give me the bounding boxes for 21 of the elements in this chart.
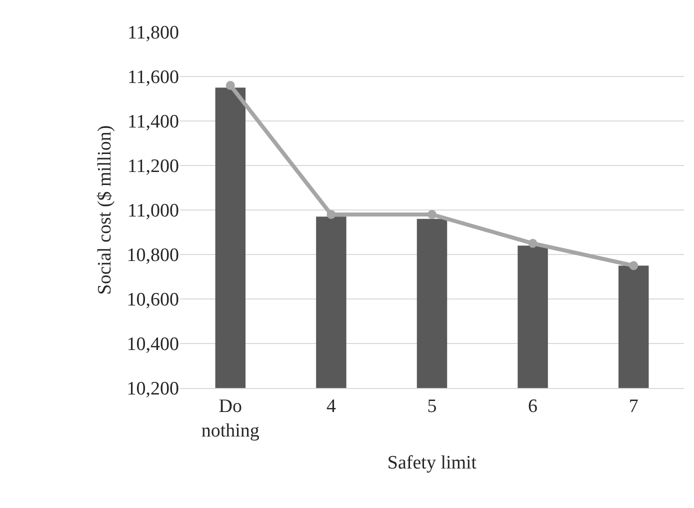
x-tick-label: 7 bbox=[628, 396, 638, 417]
y-tick-label: 10,600 bbox=[126, 290, 179, 311]
x-tick-label: 5 bbox=[427, 396, 437, 417]
x-tick-label: Do nothing bbox=[201, 396, 260, 442]
point bbox=[428, 210, 436, 219]
x-tick-label: 4 bbox=[326, 396, 336, 417]
y-tick-label: 11,000 bbox=[127, 200, 179, 222]
y-tick-label: 10,800 bbox=[126, 245, 179, 266]
point bbox=[326, 210, 336, 219]
y-tick-label: 10,400 bbox=[126, 334, 179, 356]
y-tick-label: 10,200 bbox=[126, 378, 179, 400]
point bbox=[629, 261, 638, 270]
point bbox=[226, 80, 235, 90]
point bbox=[528, 238, 538, 248]
y-tick-label: 11,600 bbox=[127, 67, 179, 88]
y-tick-label: 11,200 bbox=[127, 156, 179, 178]
x-axis-title: Safety limit bbox=[387, 452, 478, 474]
x-tick-label: 6 bbox=[528, 396, 538, 417]
y-tick-label: 11,400 bbox=[127, 112, 179, 133]
y-axis-title: Social cost ($ million) bbox=[94, 125, 116, 295]
y-tick-label: 11,800 bbox=[127, 22, 179, 44]
